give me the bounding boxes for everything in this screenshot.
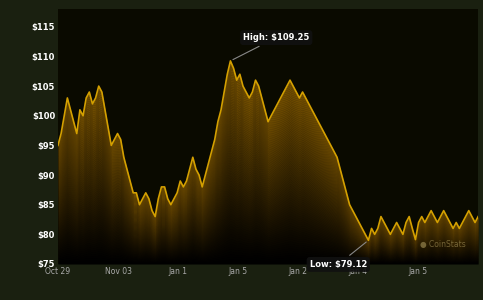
Text: Low: $79.12: Low: $79.12 — [310, 242, 367, 269]
Text: High: $109.25: High: $109.25 — [233, 33, 310, 60]
Text: ● CoinStats: ● CoinStats — [420, 240, 466, 249]
